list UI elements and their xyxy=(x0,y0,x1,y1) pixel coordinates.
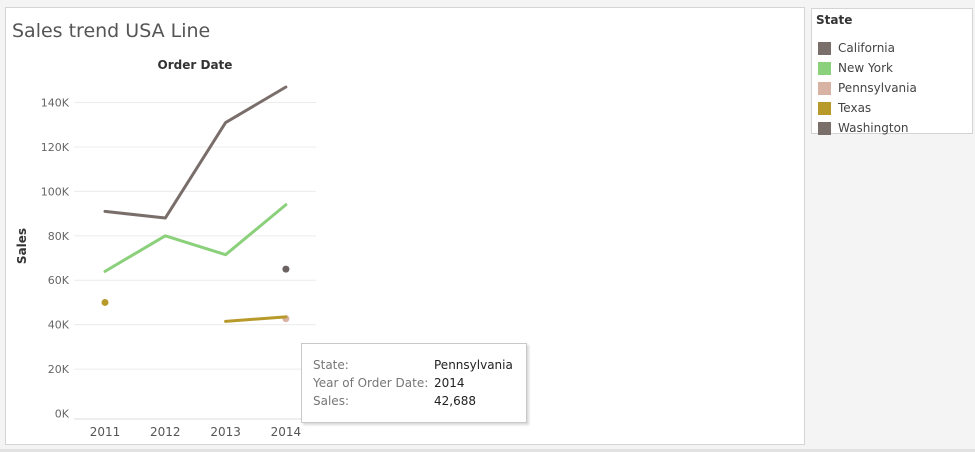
y-tick-label: 20K xyxy=(48,363,70,376)
legend-swatch xyxy=(818,61,831,75)
y-tick-label: 140K xyxy=(41,97,70,110)
tooltip-row-sales: Sales: 42,688 xyxy=(313,394,476,408)
tooltip-key: Year of Order Date: xyxy=(313,376,429,390)
x-tick-label: 2012 xyxy=(150,425,181,439)
legend-swatch xyxy=(818,101,831,115)
x-tick-label: 2013 xyxy=(210,425,241,439)
legend-label: Texas xyxy=(838,101,872,115)
legend-item-washington[interactable]: Washington xyxy=(818,120,909,136)
y-tick-label: 40K xyxy=(48,319,70,332)
y-tick-label: 0K xyxy=(55,408,70,421)
series-line-texas[interactable] xyxy=(224,315,288,323)
legend-title: State xyxy=(816,13,853,27)
legend-item-texas[interactable]: Texas xyxy=(818,100,871,116)
legend-item-california[interactable]: California xyxy=(818,40,895,56)
tooltip-key: State: xyxy=(313,358,349,372)
tooltip: State: Pennsylvania Year of Order Date: 20… xyxy=(301,343,527,423)
tooltip-value: Pennsylvania xyxy=(434,358,513,372)
y-tick-label: 100K xyxy=(41,185,70,198)
legend-swatch xyxy=(818,41,831,55)
data-point-washington[interactable] xyxy=(282,265,290,273)
legend-label: California xyxy=(838,41,895,55)
legend-item-pennsylvania[interactable]: Pennsylvania xyxy=(818,80,917,96)
x-axis-header: Order Date xyxy=(158,58,233,72)
legend-swatch xyxy=(818,81,831,95)
legend-swatch xyxy=(818,121,831,135)
legend: State California New York Pennsylvania T… xyxy=(811,8,973,136)
tooltip-row-year: Year of Order Date: 2014 xyxy=(313,376,465,390)
legend-label: New York xyxy=(838,61,893,75)
legend-label: Pennsylvania xyxy=(838,81,917,95)
page-title: Sales trend USA Line xyxy=(12,20,211,42)
tooltip-key: Sales: xyxy=(313,394,349,408)
tooltip-row-state: State: Pennsylvania xyxy=(313,358,513,372)
bottom-divider xyxy=(0,449,975,452)
tooltip-value: 2014 xyxy=(434,376,465,390)
legend-item-new-york[interactable]: New York xyxy=(818,60,893,76)
data-point-texas[interactable] xyxy=(101,298,109,306)
y-tick-label: 120K xyxy=(41,141,70,154)
tooltip-value: 42,688 xyxy=(434,394,476,408)
y-tick-label: 60K xyxy=(48,274,70,287)
y-axis-label: Sales xyxy=(15,228,29,264)
series-line-new-york[interactable] xyxy=(103,203,288,273)
x-tick-label: 2014 xyxy=(271,425,302,439)
y-tick-label: 80K xyxy=(48,230,70,243)
x-tick-label: 2011 xyxy=(90,425,121,439)
legend-label: Washington xyxy=(838,121,909,135)
series-line-california[interactable] xyxy=(103,85,288,220)
